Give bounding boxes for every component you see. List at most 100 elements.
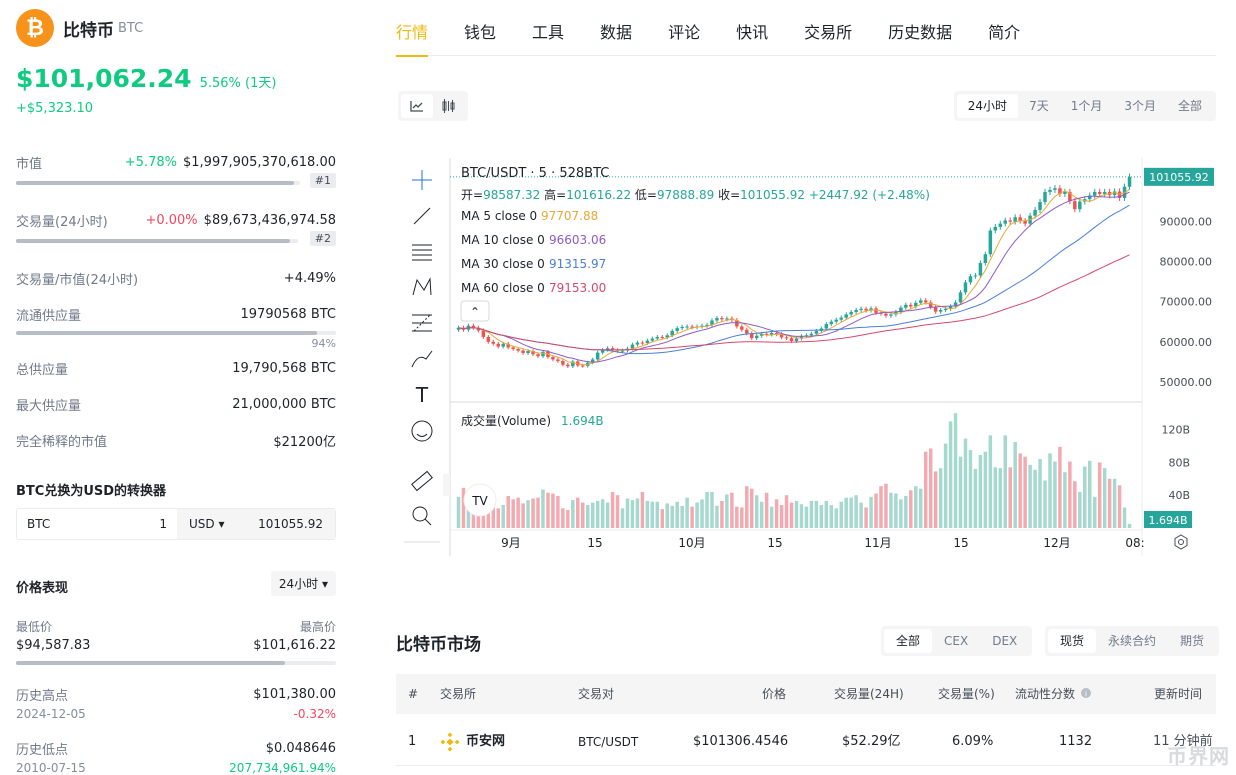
coin-symbol: BTC [118,20,144,36]
tab-comments[interactable]: 评论 [668,23,701,42]
volume-bar [745,486,749,528]
candle-body [759,333,764,336]
range-1m[interactable]: 1个月 [1070,99,1103,113]
info-icon[interactable]: i [1081,688,1091,700]
candle-body [953,302,958,307]
volume-bar [556,496,560,528]
tab-data[interactable]: 数据 [600,23,633,42]
ruler-icon[interactable] [411,470,433,492]
volume-bar [720,500,724,528]
brush-icon[interactable] [411,350,433,368]
volume-bar [491,499,496,528]
candle-body [1033,210,1037,216]
ath-stat: 历史高点 $101,380.00 2024-12-05 -0.32% [16,685,336,721]
candle-body [899,307,903,313]
converter-currency-select[interactable]: USD ▾ [189,517,225,531]
contract-tab-spot[interactable]: 现货 [1048,629,1097,653]
candle-body [1097,191,1102,194]
volume-bar [481,505,486,528]
col-liquidity[interactable]: 流动性分数 [1015,687,1076,701]
candle-body [1092,191,1097,196]
tab-exchanges[interactable]: 交易所 [804,23,853,42]
candle-body [471,325,476,328]
col-price[interactable]: 价格 [762,687,787,701]
volume-bar [740,507,744,528]
last-volume-tag [1144,511,1192,528]
emoji-icon[interactable] [411,420,433,442]
fdv-value: $21200亿 [273,435,336,450]
candle-body [705,324,709,326]
horizontal-lines-icon[interactable] [412,244,432,261]
y-tick-label: 50000.00 [1160,376,1213,389]
pattern-icon[interactable] [412,277,432,296]
candle-body [799,336,804,339]
tab-news[interactable]: 快讯 [736,23,769,42]
settings-gear-icon[interactable] [1174,534,1188,550]
ath-date: 2024-12-05 [16,707,86,721]
row-exchange[interactable]: 币安网 [440,718,505,766]
candle-body [864,308,868,311]
candle-body [904,304,908,308]
tab-market[interactable]: 行情 [396,16,429,57]
volume-tick-label: 120B [1161,424,1190,437]
range-all[interactable]: 全部 [1177,99,1202,113]
col-volume-pct[interactable]: 交易量(%) [938,687,995,701]
tab-history[interactable]: 历史数据 [888,23,953,42]
price-chart-svg[interactable]: 90000.00 80000.00 70000.00 60000.00 50000.00… [400,158,1216,558]
crosshair-icon[interactable] [412,170,432,190]
candle-body [774,332,779,335]
market-tab-dex[interactable]: DEX [992,634,1018,648]
binance-logo-icon [440,731,460,752]
converter-from-amount[interactable]: 1 [159,517,167,531]
contract-tab-perpetual[interactable]: 永续合约 [1108,634,1157,648]
col-volume[interactable]: 交易量(24H) [834,687,904,701]
zoom-handle [424,518,432,526]
performance-period-select[interactable]: 24小时 ▾ [270,571,336,596]
volume-bar [844,497,848,528]
line-chart-icon[interactable] [401,94,433,118]
candle-body [486,336,491,342]
candle-body [764,333,769,335]
coin-summary-panel: ₿ 比特币 BTC $101,062.24 5.56% (1天) +$5,323… [16,9,336,775]
volume-bar [615,495,620,528]
tab-tools[interactable]: 工具 [532,23,565,42]
candle-body [680,326,684,329]
price-range-bar [16,661,336,665]
volume-bar [789,502,794,528]
volume-bar [695,502,699,528]
market-tab-cex[interactable]: CEX [944,634,969,648]
volume-bar [1003,435,1007,528]
candle-body [943,308,948,311]
candlestick-chart-icon[interactable] [433,94,465,118]
tab-about[interactable]: 简介 [988,23,1021,42]
volume-bar [779,505,784,528]
zoom-in-icon[interactable] [412,506,432,526]
converter-to-amount[interactable]: 101055.92 [258,517,323,531]
market-tab-all[interactable]: 全部 [884,629,933,653]
volume-bar [16,239,298,243]
volume-bar [889,492,893,528]
volume-bar [983,451,988,528]
converter-from-input[interactable]: BTC 1 [17,509,177,539]
volume-bar [581,502,585,528]
range-24h[interactable]: 24小时 [956,94,1019,118]
volume-bar [973,468,978,528]
fib-retracement-icon[interactable] [412,314,432,332]
candle-body [914,302,918,307]
trend-line-icon[interactable] [413,207,431,225]
volume-tick-label: 80B [1168,456,1190,469]
range-7d[interactable]: 7天 [1029,99,1049,113]
range-3m[interactable]: 3个月 [1124,99,1156,113]
market-cap-bar [16,181,300,185]
volume-bar [620,508,625,528]
volume-value: $89,673,436,974.58 [203,213,336,228]
tab-wallet[interactable]: 钱包 [464,23,497,42]
table-row[interactable]: 1 币安网 BTC/USDT $101306.4546 $52.29亿 6.09… [396,718,1216,766]
circulating-value: 19790568 BTC [240,307,336,322]
candle-body [745,329,749,334]
ma-legend-name: MA 10 close 0 [461,233,545,247]
candle-body [491,341,496,344]
contract-tab-futures[interactable]: 期货 [1180,634,1205,648]
candle-body [814,330,819,334]
trend-stroke [413,207,431,225]
